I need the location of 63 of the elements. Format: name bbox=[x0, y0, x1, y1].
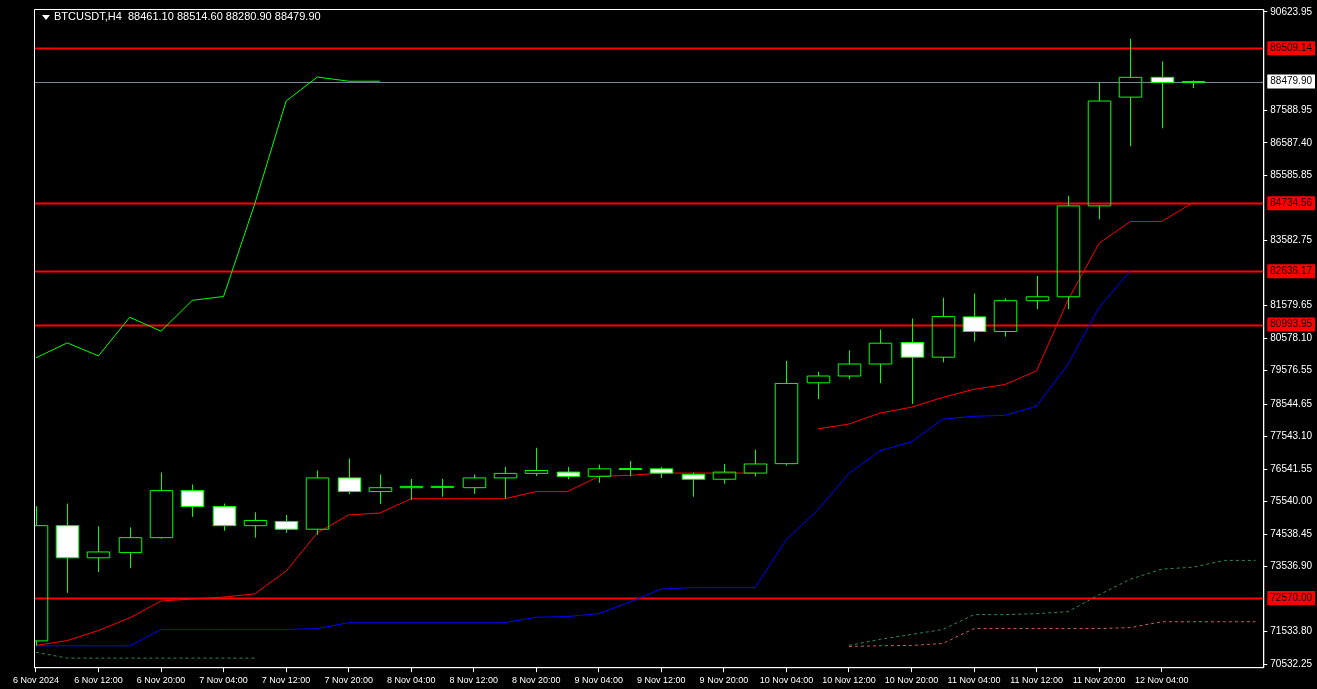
y-tick-label: 83582.75 bbox=[1270, 234, 1313, 246]
x-tick-label: 8 Nov 20:00 bbox=[512, 675, 561, 686]
x-tick-label: 11 Nov 12:00 bbox=[1010, 675, 1064, 686]
y-tick-label: 76541.55 bbox=[1270, 462, 1313, 474]
y-tick-label: 85585.85 bbox=[1270, 169, 1313, 181]
candlestick bbox=[399, 478, 424, 501]
y-tick-label: 87588.95 bbox=[1270, 104, 1313, 116]
x-tick-label: 9 Nov 12:00 bbox=[637, 675, 686, 686]
y-tick-label: 78544.65 bbox=[1270, 397, 1313, 409]
x-tick-label: 10 Nov 04:00 bbox=[759, 675, 814, 686]
chart-title: BTCUSDT,H4 88461.10 88514.60 88280.90 88479.90 bbox=[54, 10, 321, 22]
candlestick bbox=[1118, 38, 1143, 147]
candlestick bbox=[1056, 195, 1081, 310]
candlestick bbox=[368, 473, 393, 505]
x-tick-label: 7 Nov 04:00 bbox=[199, 675, 248, 686]
candlestick bbox=[305, 469, 330, 536]
candlestick bbox=[993, 297, 1018, 338]
ref-line-label: 84734.56 bbox=[1270, 196, 1313, 208]
candlestick bbox=[493, 466, 518, 500]
line-series bbox=[848, 621, 1256, 647]
x-tick-label: 6 Nov 2024 bbox=[12, 675, 59, 686]
y-tick-label: 90623.95 bbox=[1270, 5, 1313, 17]
candlestick bbox=[243, 511, 268, 539]
y-tick-label: 73536.90 bbox=[1270, 560, 1313, 572]
ref-line-label: 72570.00 bbox=[1270, 591, 1313, 603]
ref-line-label: 80993.95 bbox=[1270, 318, 1313, 330]
y-tick-label: 79576.55 bbox=[1270, 364, 1313, 376]
x-tick-label: 11 Nov 04:00 bbox=[947, 675, 1001, 686]
candlestick bbox=[462, 473, 487, 495]
x-tick-label: 6 Nov 20:00 bbox=[136, 675, 186, 686]
candlestick bbox=[774, 360, 799, 467]
y-tick-label: 70532.25 bbox=[1270, 657, 1313, 669]
ref-line-label: 82636.17 bbox=[1270, 265, 1313, 277]
x-tick-label: 9 Nov 04:00 bbox=[574, 675, 624, 686]
candlestick bbox=[806, 371, 831, 400]
candlestick bbox=[524, 447, 549, 477]
candlestick bbox=[149, 471, 174, 539]
y-tick-label: 75540.00 bbox=[1270, 495, 1313, 507]
x-tick-label: 8 Nov 04:00 bbox=[386, 675, 436, 686]
candlestick bbox=[1025, 275, 1050, 310]
candlestick bbox=[931, 297, 956, 363]
y-tick-label: 74538.45 bbox=[1270, 527, 1313, 539]
y-tick-label: 80578.10 bbox=[1270, 331, 1313, 343]
candlestick bbox=[868, 329, 893, 384]
candlestick bbox=[118, 526, 143, 569]
x-tick-label: 7 Nov 20:00 bbox=[324, 675, 373, 686]
candlestick bbox=[86, 525, 111, 573]
ref-line-label: 89509.14 bbox=[1270, 41, 1313, 53]
x-tick-label: 9 Nov 20:00 bbox=[699, 675, 749, 686]
x-tick-label: 10 Nov 20:00 bbox=[884, 675, 939, 686]
x-tick-label: 8 Nov 12:00 bbox=[449, 675, 498, 686]
x-tick-label: 10 Nov 12:00 bbox=[822, 675, 876, 686]
x-tick-label: 7 Nov 12:00 bbox=[261, 675, 311, 686]
y-tick-label: 77543.10 bbox=[1270, 430, 1313, 442]
y-tick-label: 71533.80 bbox=[1270, 625, 1313, 637]
x-tick-label: 11 Nov 20:00 bbox=[1072, 675, 1126, 686]
x-tick-label: 6 Nov 12:00 bbox=[74, 675, 123, 686]
y-tick-label: 86587.40 bbox=[1270, 136, 1313, 148]
candlestick bbox=[1087, 81, 1112, 220]
candlestick bbox=[55, 503, 80, 594]
x-tick-label: 12 Nov 04:00 bbox=[1134, 675, 1189, 686]
ref-line-label: 88479.90 bbox=[1270, 75, 1313, 87]
y-tick-label: 81579.65 bbox=[1270, 299, 1313, 311]
